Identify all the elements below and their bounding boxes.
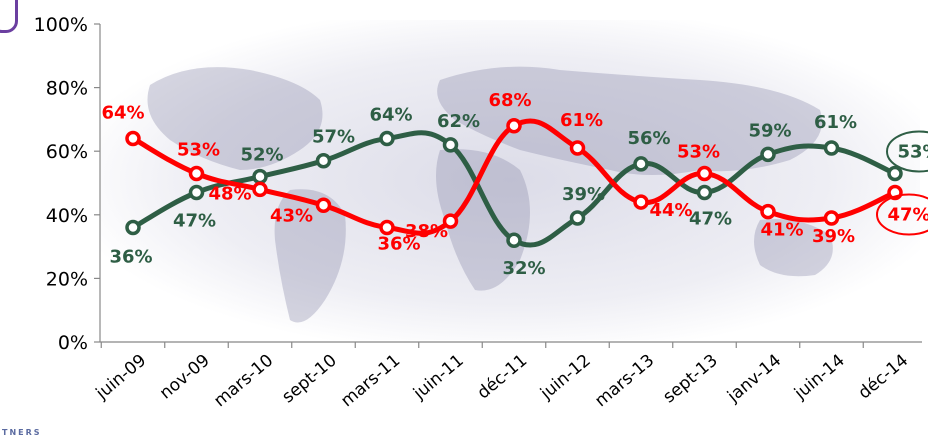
data-label: 53% xyxy=(897,141,928,162)
x-tick-label: juin-12 xyxy=(536,351,595,405)
data-label: 41% xyxy=(760,220,803,241)
data-label: 61% xyxy=(560,110,603,131)
x-tick-label: mars-13 xyxy=(591,351,658,412)
data-point xyxy=(445,139,457,151)
data-point xyxy=(254,171,266,183)
data-label: 68% xyxy=(488,90,531,111)
y-tick-label: 40% xyxy=(46,205,88,227)
data-point xyxy=(508,234,520,246)
x-tick-label: déc-14 xyxy=(855,351,913,404)
data-label: 64% xyxy=(369,104,412,125)
x-tick-label: nov-09 xyxy=(156,351,214,404)
data-label: 43% xyxy=(270,205,313,226)
data-point xyxy=(889,167,901,179)
data-label: 47% xyxy=(173,211,216,232)
data-label: 36% xyxy=(109,247,152,268)
data-label: 53% xyxy=(177,139,220,160)
data-point xyxy=(318,155,330,167)
x-tick-label: juin-11 xyxy=(409,351,468,405)
data-point xyxy=(826,142,838,154)
data-label: 38% xyxy=(405,221,448,242)
data-point xyxy=(381,222,393,234)
data-label: 47% xyxy=(887,205,928,226)
data-label: 59% xyxy=(748,120,791,141)
x-tick-label: sept-13 xyxy=(659,351,721,408)
x-tick-label: juin-14 xyxy=(790,351,849,405)
data-label: 62% xyxy=(437,111,480,132)
data-point xyxy=(318,199,330,211)
data-point xyxy=(191,167,203,179)
data-point xyxy=(127,132,139,144)
data-point xyxy=(127,222,139,234)
data-point xyxy=(826,212,838,224)
data-point xyxy=(572,212,584,224)
x-tick-label: mars-11 xyxy=(337,351,404,412)
x-tick-label: déc-11 xyxy=(474,351,532,404)
data-label: 39% xyxy=(812,226,855,247)
data-label: 64% xyxy=(101,102,144,123)
y-tick-label: 80% xyxy=(46,78,88,100)
y-tick-label: 0% xyxy=(58,332,88,354)
data-label: 61% xyxy=(814,112,857,133)
x-tick-label: mars-10 xyxy=(210,351,277,412)
data-label: 44% xyxy=(649,200,692,221)
data-point xyxy=(191,187,203,199)
data-point xyxy=(635,158,647,170)
data-point xyxy=(762,148,774,160)
data-label: 56% xyxy=(627,128,670,149)
data-point xyxy=(699,187,711,199)
y-tick-label: 20% xyxy=(46,268,88,290)
data-point xyxy=(254,183,266,195)
y-tick-label: 60% xyxy=(46,141,88,163)
data-point xyxy=(699,167,711,179)
data-point xyxy=(508,120,520,132)
x-tick-label: juin-09 xyxy=(92,351,151,405)
data-point xyxy=(572,142,584,154)
data-label: 39% xyxy=(562,184,605,205)
data-label: 53% xyxy=(677,141,720,162)
data-label: 47% xyxy=(689,209,732,230)
data-point xyxy=(381,132,393,144)
data-point xyxy=(635,196,647,208)
data-label: 52% xyxy=(240,145,283,166)
data-label: 48% xyxy=(208,183,251,204)
data-point xyxy=(762,206,774,218)
data-label: 57% xyxy=(312,127,355,148)
x-tick-label: janv-14 xyxy=(723,351,785,408)
data-label: 32% xyxy=(502,258,545,279)
y-tick-label: 100% xyxy=(34,14,88,36)
x-tick-label: sept-10 xyxy=(278,351,340,408)
